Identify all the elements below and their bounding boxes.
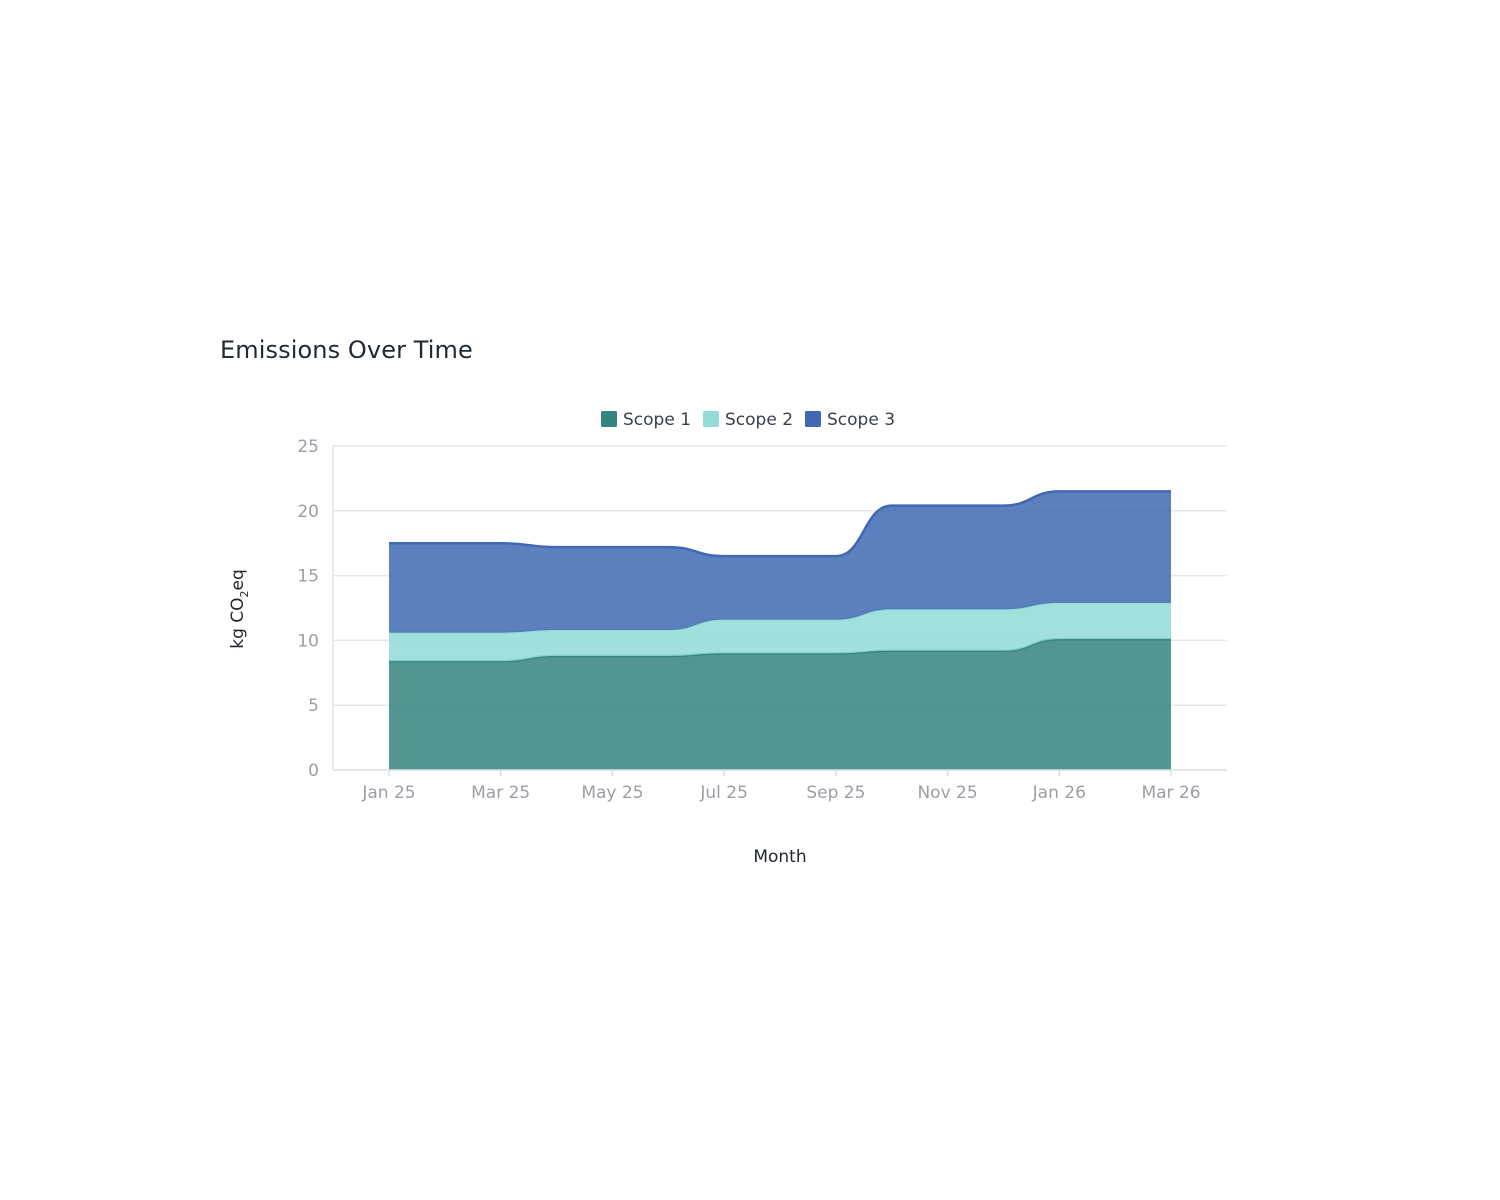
legend-item-scope-2: Scope 2 — [703, 410, 793, 430]
y-tick-label: 0 — [308, 761, 319, 781]
stacked-areas — [388, 490, 1171, 770]
legend-label: Scope 1 — [623, 410, 691, 430]
scope-3-area — [389, 491, 1171, 633]
scope-1-area — [389, 639, 1171, 770]
x-tick-label: Mar 25 — [471, 783, 530, 803]
y-tick-label: 5 — [308, 696, 319, 716]
chart-title: Emissions Over Time — [220, 336, 473, 364]
y-axis-title-suffix: eq — [228, 569, 248, 590]
legend-label: Scope 3 — [827, 410, 895, 430]
legend-swatch — [601, 411, 617, 427]
x-tick-label: Jul 25 — [699, 783, 748, 803]
y-tick-label: 15 — [297, 567, 319, 587]
x-axis-title: Month — [753, 847, 806, 867]
x-tick-label: Jan 26 — [1032, 783, 1086, 803]
legend-swatch — [805, 411, 821, 427]
y-tick-label: 20 — [297, 502, 319, 522]
x-tick-label: Nov 25 — [917, 783, 977, 803]
y-axis-title-main: kg CO — [228, 597, 248, 648]
legend-item-scope-3: Scope 3 — [805, 410, 895, 430]
y-axis-title: kg CO2eq — [228, 569, 251, 649]
y-tick-label: 25 — [297, 437, 319, 457]
legend-item-scope-1: Scope 1 — [601, 410, 691, 430]
axes: 0 5 10 15 20 25 Jan 25 Mar 25 May 25 Jul 25 Sep 25… — [297, 437, 1227, 803]
y-tick-label: 10 — [297, 631, 319, 651]
x-tick-label: Mar 26 — [1141, 783, 1200, 803]
y-axis-title-subscript: 2 — [238, 590, 251, 597]
x-tick-label: Jan 25 — [361, 783, 415, 803]
scope-2-area — [389, 602, 1171, 662]
x-tick-label: Sep 25 — [806, 783, 865, 803]
scope-3-line — [389, 490, 1171, 558]
legend: Scope 1 Scope 2 Scope 3 — [601, 410, 895, 430]
legend-swatch — [703, 411, 719, 427]
legend-label: Scope 2 — [725, 410, 793, 430]
x-tick-label: May 25 — [581, 783, 643, 803]
